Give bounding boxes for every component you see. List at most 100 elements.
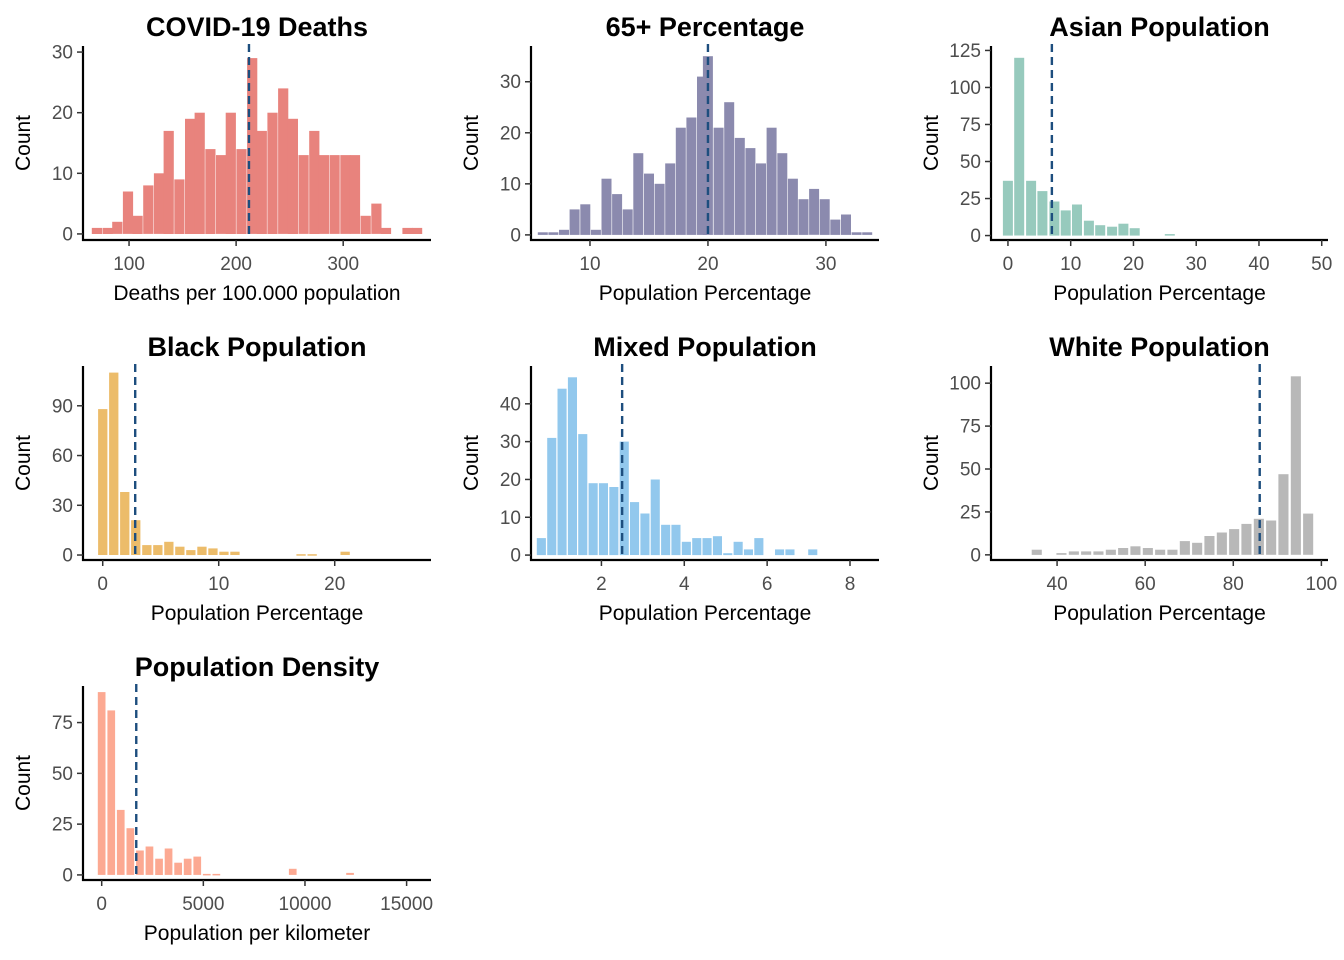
y-axis-label: Count xyxy=(12,755,35,811)
histogram-bar xyxy=(724,102,735,235)
histogram-bar xyxy=(346,872,354,875)
histogram-bar xyxy=(548,232,559,235)
y-axis-label: Count xyxy=(460,435,483,491)
y-tick-label: 0 xyxy=(970,545,981,566)
histogram-bar xyxy=(675,127,686,235)
histogram-bar xyxy=(1155,549,1166,555)
histogram-bar xyxy=(1056,553,1067,555)
x-tick-label: 10000 xyxy=(279,894,332,915)
y-tick-label: 100 xyxy=(949,374,981,395)
histogram-bar xyxy=(1303,513,1314,555)
x-tick-label: 4 xyxy=(679,574,690,595)
histogram-bar xyxy=(1031,549,1042,555)
y-tick-label: 25 xyxy=(960,502,981,523)
histogram-bar xyxy=(202,873,211,876)
histogram-panel: White Population 0 25 50 75 100 40 60 80 100 Popul… xyxy=(920,332,1337,625)
x-tick-label: 60 xyxy=(1135,574,1156,595)
x-tick-label: 20 xyxy=(324,574,345,595)
histogram-bar xyxy=(247,58,258,234)
x-tick-label: 8 xyxy=(845,574,856,595)
histogram-bar xyxy=(665,163,676,235)
histogram-bar xyxy=(745,148,756,235)
histogram-bar xyxy=(153,545,163,555)
panel-title: Population Density xyxy=(135,652,380,682)
histogram-bar xyxy=(329,155,340,234)
x-tick-label: 15000 xyxy=(380,894,433,915)
histogram-bar xyxy=(307,554,317,556)
x-axis-label: Population Percentage xyxy=(151,602,364,625)
x-tick-label: 0 xyxy=(96,894,107,915)
x-axis-label: Population Percentage xyxy=(599,602,812,625)
histogram-bar xyxy=(712,536,722,556)
histogram-bar xyxy=(109,372,119,555)
histogram-bar xyxy=(120,492,130,555)
histogram-bar xyxy=(654,183,665,235)
x-axis-label: Deaths per 100.000 population xyxy=(113,282,400,305)
histogram-bar xyxy=(1083,220,1094,236)
histogram-bar xyxy=(91,227,102,234)
histogram-bar xyxy=(256,130,267,234)
histogram-bar xyxy=(630,502,640,555)
y-tick-label: 10 xyxy=(500,508,521,529)
histogram-bar xyxy=(1002,180,1013,236)
y-tick-label: 60 xyxy=(52,446,73,467)
histogram-bar xyxy=(619,441,629,556)
histogram-bar xyxy=(798,199,809,235)
panel-title: White Population xyxy=(1049,332,1269,362)
histogram-bar xyxy=(1093,551,1104,555)
x-tick-label: 200 xyxy=(220,254,252,275)
histogram-bar xyxy=(126,828,135,875)
histogram-panel: COVID-19 Deaths 0 10 20 30 100 200 300 Deaths pe… xyxy=(12,12,431,305)
y-axis-label: Count xyxy=(12,115,35,171)
histogram-bar xyxy=(559,229,569,235)
histogram-bar xyxy=(841,214,851,235)
histogram-bar xyxy=(205,149,216,234)
histogram-bar xyxy=(1072,204,1082,236)
y-tick-label: 20 xyxy=(500,470,521,491)
histogram-bar xyxy=(633,153,644,235)
y-tick-label: 0 xyxy=(510,546,521,567)
histogram-bar xyxy=(163,130,174,234)
histogram-bar xyxy=(1118,223,1129,236)
histogram-bar xyxy=(98,409,108,555)
x-tick-label: 30 xyxy=(1186,254,1207,275)
histogram-bar xyxy=(1278,474,1289,555)
histogram-bar xyxy=(278,88,289,234)
histogram-bar xyxy=(193,856,202,875)
histogram-bar xyxy=(567,377,577,555)
histogram-bar xyxy=(640,513,650,556)
histogram-bar xyxy=(183,858,192,875)
histogram-bar xyxy=(298,155,309,234)
x-tick-label: 40 xyxy=(1248,254,1269,275)
histogram-bar xyxy=(557,388,567,556)
histogram-bar xyxy=(164,541,174,556)
histogram-bar xyxy=(785,549,795,556)
histogram-bar xyxy=(402,227,413,234)
y-tick-label: 0 xyxy=(62,865,73,886)
histogram-panel: Mixed Population 0 10 20 30 40 2 4 6 8 Population … xyxy=(460,332,879,625)
y-tick-label: 75 xyxy=(960,115,981,136)
histogram-bar xyxy=(1241,523,1252,555)
y-axis-label: Count xyxy=(460,115,483,171)
histogram-bar xyxy=(681,541,691,555)
histogram-bar xyxy=(380,227,392,234)
histogram-bar xyxy=(236,149,247,234)
histogram-bar xyxy=(153,173,165,234)
histogram-bar xyxy=(601,178,612,235)
y-tick-label: 10 xyxy=(52,164,73,185)
histogram-bar xyxy=(775,549,785,556)
histogram-bar xyxy=(819,199,830,235)
histogram-bar xyxy=(1129,228,1140,236)
histogram-bar xyxy=(1049,201,1060,236)
histogram-bar xyxy=(296,554,306,556)
panel-title: COVID-19 Deaths xyxy=(146,12,368,42)
histogram-panel: Asian Population 0 25 50 75 100 125 0 10 20 30 40 50… xyxy=(920,12,1332,305)
histogram-bar xyxy=(132,215,143,234)
histogram-bar xyxy=(412,227,423,234)
histogram-bar xyxy=(174,862,182,875)
histogram-bar xyxy=(809,188,820,235)
histogram-bar xyxy=(713,127,724,235)
histogram-bar xyxy=(777,153,788,235)
